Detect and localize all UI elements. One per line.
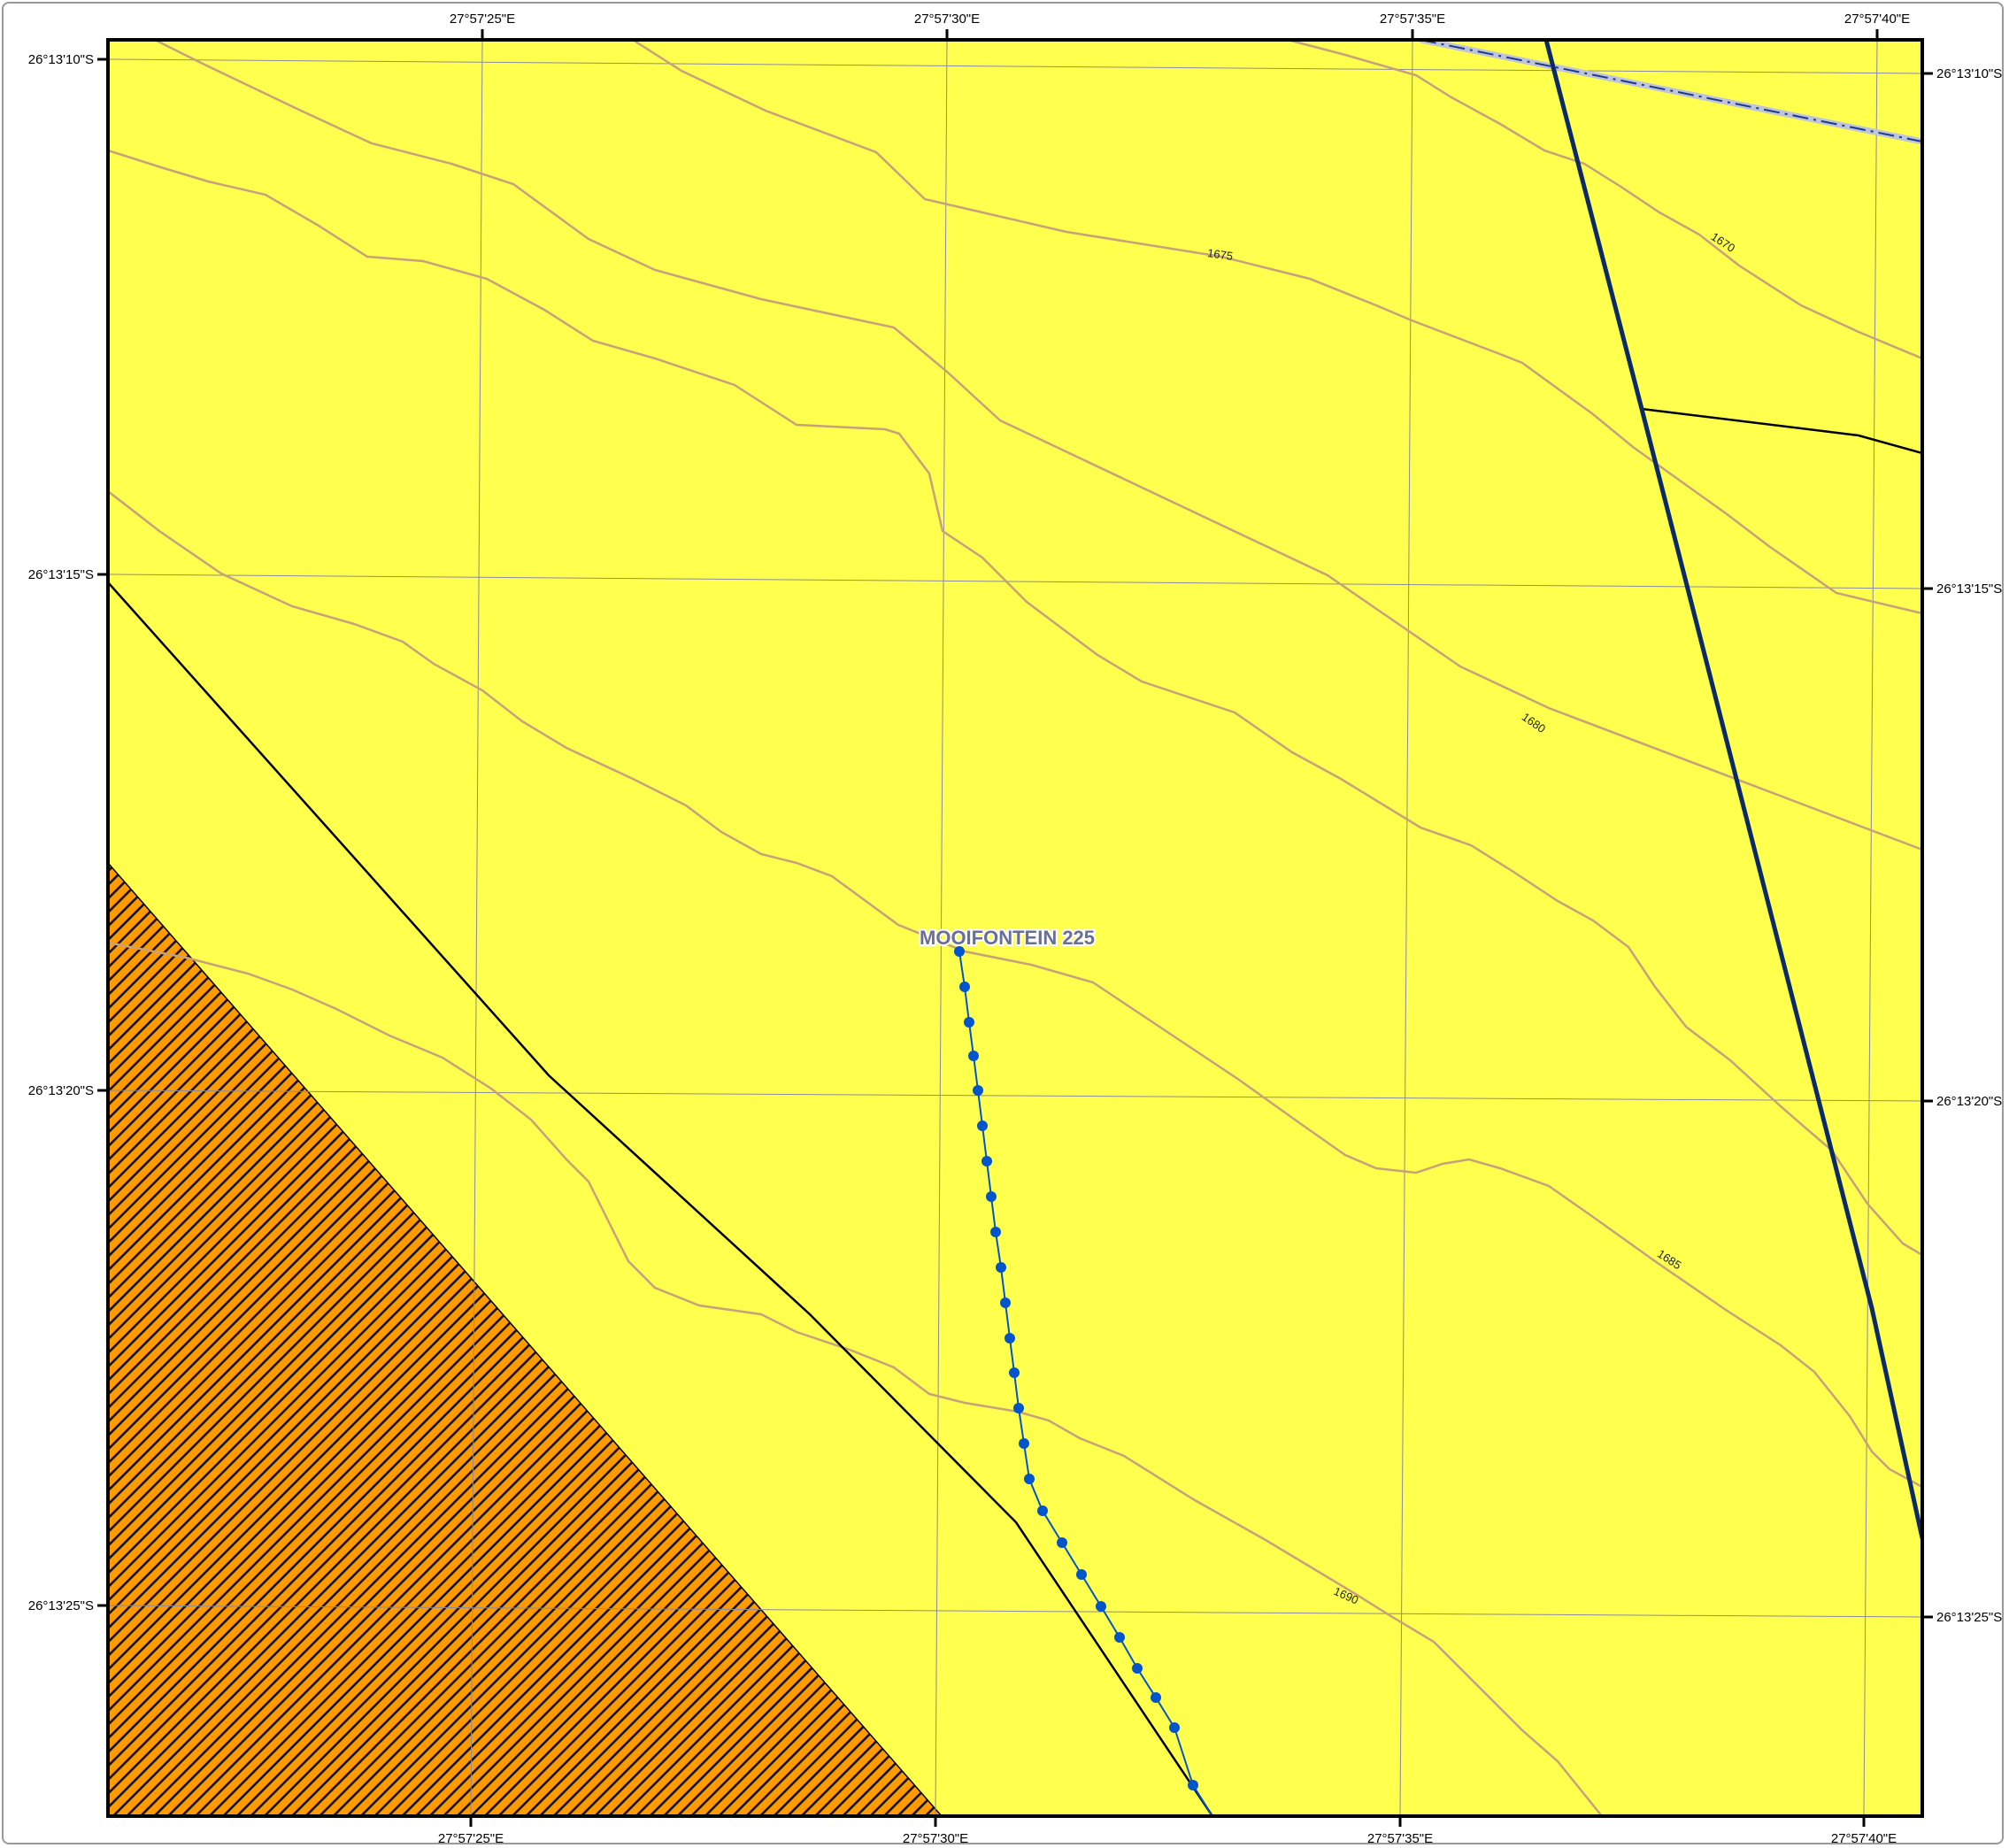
lat-label-left-20: 26°13'20"S — [28, 1083, 94, 1098]
parallel-20 — [108, 1090, 1922, 1102]
hatched-zone[interactable] — [108, 861, 943, 1816]
parallel-25 — [108, 1605, 1922, 1618]
property-boundaries[interactable] — [108, 407, 1922, 1816]
meridian-25 — [470, 40, 483, 1816]
lat-label-right-25: 26°13'25"S — [1936, 1610, 2002, 1625]
frame-ticks — [97, 29, 1933, 1827]
lon-label-bottom-30: 27°57'30"E — [903, 1831, 968, 1846]
lon-label-top-30: 27°57'30"E — [914, 12, 980, 27]
boundary-diagonal[interactable] — [108, 581, 1214, 1816]
lat-label-left-25: 26°13'25"S — [28, 1598, 94, 1613]
contour-3 — [1287, 40, 1922, 360]
contour-2 — [632, 40, 1922, 615]
contour-label-1675: 1675 — [1206, 246, 1234, 263]
map-frame — [106, 38, 1924, 1818]
lat-label-right-20: 26°13'20"S — [1936, 1094, 2002, 1109]
contour-5 — [108, 490, 1922, 1489]
boundary-east[interactable] — [1641, 407, 1922, 455]
lon-label-bottom-25: 27°57'25"E — [438, 1831, 504, 1846]
lat-label-right-15: 26°13'15"S — [1936, 581, 2002, 597]
meridian-35 — [1399, 40, 1413, 1816]
lon-label-top-40: 27°57'40"E — [1844, 12, 1910, 27]
meridian-30 — [935, 40, 948, 1816]
contour-4 — [108, 149, 1922, 1257]
railway[interactable] — [1420, 40, 1922, 145]
lon-label-bottom-40: 27°57'40"E — [1831, 1831, 1897, 1846]
contour-1 — [154, 40, 1922, 851]
meridian-40 — [1863, 40, 1878, 1816]
place-label: MOOIFONTEIN 225 — [920, 927, 1095, 949]
main-road[interactable] — [1543, 40, 1922, 1539]
lon-label-top-25: 27°57'25"E — [450, 12, 515, 27]
parallel-10 — [108, 58, 1922, 74]
parallel-15 — [108, 574, 1922, 589]
lon-label-bottom-35: 27°57'35"E — [1367, 1831, 1433, 1846]
contour-6 — [108, 941, 1603, 1816]
graticule — [108, 40, 1922, 1816]
lat-label-right-10: 26°13'10"S — [1936, 66, 2002, 81]
lat-label-left-10: 26°13'10"S — [28, 52, 94, 67]
lat-label-left-15: 26°13'15"S — [28, 567, 94, 582]
dotted-route[interactable] — [954, 946, 1213, 1816]
lon-label-top-35: 27°57'35"E — [1380, 12, 1445, 27]
contour-lines — [108, 40, 1922, 1816]
